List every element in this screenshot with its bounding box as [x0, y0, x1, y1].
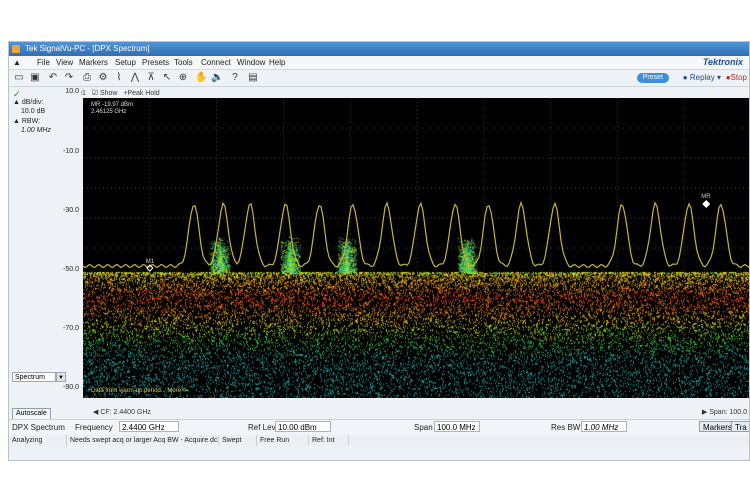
status-ref: Ref: Int — [309, 435, 349, 446]
measure-icon[interactable]: ⊼ — [147, 72, 155, 83]
trace-button[interactable]: Tra — [731, 421, 749, 432]
menu-help[interactable]: Help — [269, 58, 286, 67]
marker-m1[interactable]: M1 — [146, 259, 155, 272]
menu-file[interactable]: File — [37, 58, 50, 67]
replay-button[interactable]: ● Replay ▾ — [682, 73, 721, 82]
status-swept: Swept — [219, 435, 257, 446]
settings-gear-icon[interactable]: ⚙ — [98, 72, 108, 83]
db-div-value[interactable]: 10.0 dB — [21, 108, 46, 115]
tektronix-logo: Tektronix — [702, 57, 743, 67]
print-icon[interactable]: ⎙ — [83, 72, 91, 83]
cf-readout: ◀ CF: 2.4400 GHz — [93, 409, 151, 416]
window-title: Tek SignalVu-PC - [DPX Spectrum] — [25, 44, 150, 53]
frequency-label: Frequency — [75, 423, 113, 432]
warmup-warning[interactable]: Data from warm-up period... More>> — [91, 388, 189, 394]
undo-icon[interactable]: ↶ — [48, 72, 58, 83]
db-div-label: dB/div: — [21, 99, 44, 106]
cursor-icon[interactable]: ↖ — [162, 72, 172, 83]
marker-readout: MR -19.97 dBm 2.46125 GHz — [91, 102, 133, 116]
dpx-spectrum-plot[interactable]: M1 MR MR -19.97 dBm 2.46125 GHz Data fro… — [83, 98, 749, 398]
y-tick-label: -70.0 — [63, 325, 79, 332]
speaker-icon[interactable]: 🔈 — [211, 72, 224, 83]
menu-bar: ▲ File View Markers Setup Presets Tools … — [9, 56, 749, 70]
marker-diamond-icon — [146, 264, 154, 272]
left-panel: ✓ ▲ dB/div: 10.0 dB ▲ RBW: 1.00 MHz 10.0… — [9, 87, 81, 399]
marker-mr-label: MR — [701, 194, 711, 200]
app-window: Tek SignalVu-PC - [DPX Spectrum] ▲ File … — [8, 41, 750, 461]
presentation-icon[interactable]: ▤ — [248, 72, 258, 83]
menu-presets[interactable]: Presets — [142, 58, 170, 67]
replay-icon: ● — [682, 73, 690, 82]
ref-lev-label: Ref Lev — [248, 423, 276, 432]
stop-button[interactable]: ●Stop — [726, 72, 747, 84]
menu-tools[interactable]: Tools — [174, 58, 193, 67]
status-message[interactable]: Needs swept acq or larger Acq BW - Acqui… — [67, 435, 219, 446]
y-tick-label: -50.0 — [63, 266, 79, 273]
checkmark-icon: ✓ — [13, 89, 21, 99]
y-tick-label: -30.0 — [63, 207, 79, 214]
span-field[interactable]: 100.0 MHz — [434, 421, 480, 432]
chevron-down-icon[interactable]: ▼ — [56, 372, 66, 382]
open-icon[interactable]: ▭ — [14, 72, 24, 83]
cf-value: CF: 2.4400 GHz — [100, 409, 151, 416]
span-readout: ▶ Span: 100.0 — [701, 409, 747, 416]
toolbar: ▭ ▣ ↶ ↷ ⎙ ⚙ ⌇ ⋀ ⊼ ↖ ⊕ ✋ 🔈 ? ▤ Preset ● R… — [9, 70, 749, 87]
markers-icon[interactable]: ⌇ — [116, 72, 122, 83]
show-label: Show — [99, 90, 118, 97]
y-tick-label: 10.0 — [65, 88, 79, 95]
rbw-label: RBW: — [21, 118, 41, 125]
zoom-icon[interactable]: ⊕ — [178, 72, 188, 83]
marker-readout-level: MR -19.97 dBm — [91, 102, 134, 108]
status-bar: Analyzing Needs swept acq or larger Acq … — [9, 435, 749, 446]
menu-connect[interactable]: Connect — [201, 58, 231, 67]
trace-overlay: M1 MR — [83, 98, 749, 398]
save-icon[interactable]: ▣ — [30, 72, 40, 83]
hand-icon[interactable]: ✋ — [195, 72, 208, 83]
peak-hold-trace — [83, 200, 749, 269]
menu-markers[interactable]: Markers — [79, 58, 108, 67]
view-select[interactable]: Spectrum — [12, 372, 56, 382]
ref-lev-field[interactable]: 10.00 dBm — [275, 421, 331, 432]
menu-view[interactable]: View — [56, 58, 74, 67]
menu-setup[interactable]: Setup — [115, 58, 136, 67]
marker-readout-freq: 2.46125 GHz — [91, 109, 127, 115]
preset-button[interactable]: Preset — [636, 73, 669, 83]
frequency-field[interactable]: 2.4400 GHz — [119, 421, 179, 432]
y-tick-label: -90.0 — [63, 384, 79, 391]
app-icon — [12, 45, 20, 53]
span-label: Span — [414, 423, 433, 432]
display-name: DPX Spectrum — [12, 423, 65, 432]
y-tick-label: -10.0 — [63, 148, 79, 155]
window-menu-icon[interactable]: ▲ — [13, 58, 21, 67]
replay-label: Replay — [689, 73, 715, 82]
control-bar: DPX Spectrum Frequency 2.4400 GHz Ref Le… — [9, 419, 749, 436]
redo-icon[interactable]: ↷ — [64, 72, 74, 83]
status-trigger: Free Run — [257, 435, 309, 446]
res-bw-field[interactable]: 1.00 MHz — [581, 421, 627, 432]
stop-icon: ● — [725, 73, 731, 82]
show-checkbox[interactable]: ☑ Show — [91, 90, 118, 97]
marker-m1-label: M1 — [146, 259, 155, 265]
rbw-value[interactable]: 1.00 MHz — [21, 127, 51, 134]
marker-mr[interactable]: MR — [701, 194, 711, 208]
stop-label: Stop — [730, 73, 747, 82]
marker-diamond-icon — [702, 200, 711, 208]
status-analyzing: Analyzing — [9, 435, 67, 446]
menu-window[interactable]: Window — [237, 58, 266, 67]
find-peak-icon[interactable]: ⋀ — [130, 72, 140, 83]
res-bw-label: Res BW — [551, 423, 581, 432]
span-readout-value: Span: 100.0 — [709, 409, 747, 416]
title-bar: Tek SignalVu-PC - [DPX Spectrum] — [9, 42, 749, 56]
help-icon[interactable]: ? — [232, 72, 238, 83]
trace-mode-select[interactable]: +Peak Hold — [123, 90, 160, 97]
